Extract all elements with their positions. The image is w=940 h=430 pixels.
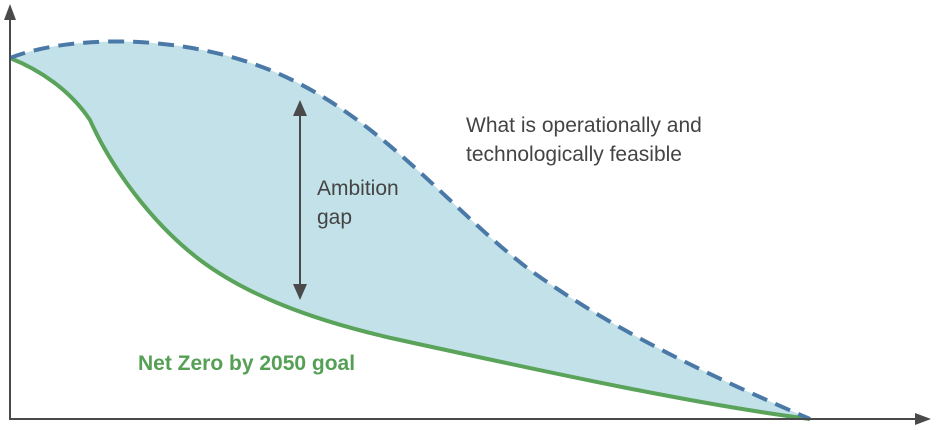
net-zero-goal-label: Net Zero by 2050 goal [138, 352, 356, 375]
feasible-label-line-2: technologically feasible [466, 143, 682, 166]
ambition-gap-label-line-2: gap [317, 206, 353, 229]
feasible-label: What is operationally and technologicall… [466, 111, 702, 169]
ambition-gap-area [10, 41, 810, 420]
feasible-curve [9, 39, 811, 421]
y-axis-arrowhead [4, 4, 16, 20]
feasible-label-line-1: What is operationally and [466, 114, 702, 137]
net-zero-goal-curve [9, 56, 811, 421]
ambition-gap-arrowhead-bottom [293, 284, 307, 300]
ambition-gap-arrowhead-top [293, 100, 307, 116]
ambition-gap-label: Ambition gap [317, 174, 399, 232]
x-axis-arrowhead [915, 413, 931, 425]
ambition-gap-label-line-1: Ambition [317, 177, 399, 200]
